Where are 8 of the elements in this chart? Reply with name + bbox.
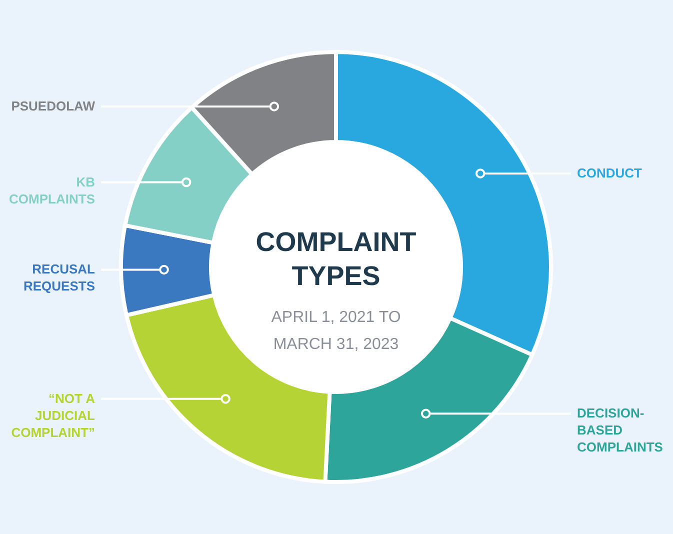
text: COMPLAINT TYPES [256, 227, 417, 291]
slice-label: DECISION-BASED COMPLAINTS [577, 406, 664, 455]
text: APRIL 1, 2021 TO MARCH 31, 2023 [271, 309, 401, 353]
slice-label: RECUSAL REQUESTS [23, 262, 96, 294]
slice-label: “NOT A JUDICIAL COMPLAINT” [11, 390, 96, 440]
slice-label: KB COMPLAINTS [9, 174, 96, 206]
slice-label: CONDUCT [577, 165, 642, 180]
slice-label: PSUEDOLAW [11, 98, 96, 114]
